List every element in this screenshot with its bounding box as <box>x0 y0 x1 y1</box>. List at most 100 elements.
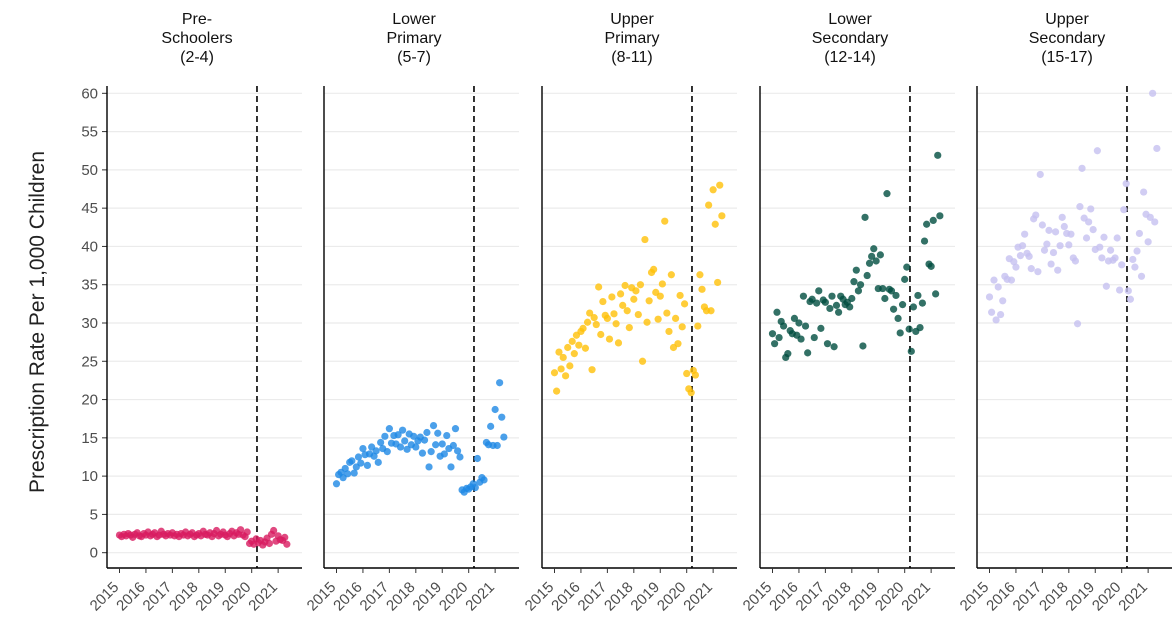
panel-title-line: Secondary <box>812 30 889 47</box>
y-tick-label: 5 <box>90 506 98 523</box>
data-point <box>372 447 380 455</box>
data-point <box>1140 188 1148 196</box>
panel-title: Upper Secondary (15-17) <box>1029 11 1106 66</box>
data-point <box>590 314 598 322</box>
x-tick-label: 2021 <box>898 579 934 615</box>
data-point <box>817 324 825 332</box>
data-point <box>612 320 620 328</box>
data-point <box>1012 263 1020 271</box>
data-point <box>385 425 393 433</box>
data-point <box>990 276 998 284</box>
data-point <box>909 303 918 311</box>
data-point <box>1115 286 1124 294</box>
panel-5: Upper Secondary (15-17) 2015201620172018201… <box>957 11 1172 614</box>
data-point <box>583 318 592 326</box>
data-point <box>410 432 418 440</box>
data-point <box>929 216 937 225</box>
data-point <box>493 441 501 450</box>
data-point <box>716 181 724 189</box>
data-point <box>561 372 570 380</box>
data-point <box>667 271 675 279</box>
data-point <box>992 316 1000 324</box>
data-point <box>916 323 924 332</box>
data-point <box>863 271 871 280</box>
data-point <box>813 299 821 307</box>
data-point <box>861 213 869 221</box>
data-point <box>898 301 907 309</box>
panel-3: Upper Primary (8-11)2015201620172018201920… <box>522 11 737 614</box>
data-point <box>471 484 479 492</box>
x-tick-label: 2021 <box>680 579 716 615</box>
x-tick-label: 2019 <box>409 579 445 615</box>
data-point <box>894 314 902 323</box>
data-point <box>557 365 565 373</box>
data-point <box>498 413 506 421</box>
data-point <box>797 335 805 343</box>
data-point <box>687 389 695 397</box>
data-point <box>621 281 629 290</box>
data-point <box>1133 247 1141 255</box>
data-point <box>830 343 838 351</box>
x-tick-label: 2017 <box>357 579 393 615</box>
data-point <box>1087 205 1095 213</box>
data-point <box>887 287 896 295</box>
data-point <box>834 308 843 316</box>
data-point <box>671 314 680 323</box>
y-tick-label: 55 <box>81 124 98 141</box>
data-point <box>1082 234 1091 242</box>
data-point <box>914 291 922 300</box>
panel-title-line: Primary <box>386 30 441 47</box>
data-point <box>1102 282 1110 290</box>
data-point <box>1144 238 1152 246</box>
data-point <box>1153 144 1161 153</box>
panel-title-line: Secondary <box>1029 30 1106 47</box>
data-point <box>804 349 812 357</box>
x-tick-label: 2021 <box>1115 579 1151 615</box>
data-point <box>876 251 884 259</box>
data-point <box>605 335 614 343</box>
panel-1: Pre-Schoolers (2-4)2015201620172018201920… <box>87 11 302 614</box>
data-point <box>691 371 700 379</box>
data-point <box>694 322 702 330</box>
data-point <box>905 325 913 333</box>
x-tick-label: 2019 <box>845 579 881 615</box>
data-point <box>496 379 504 387</box>
x-tick-label: 2018 <box>819 579 855 615</box>
data-point <box>1124 287 1132 295</box>
x-tick-label: 2018 <box>1036 579 1072 615</box>
y-tick-label: 40 <box>81 238 98 255</box>
data-point <box>374 458 382 466</box>
data-point <box>610 310 618 318</box>
data-point <box>826 304 834 313</box>
data-point <box>427 448 435 456</box>
data-point <box>354 453 363 461</box>
data-point <box>623 307 631 315</box>
data-point <box>383 448 391 456</box>
data-point <box>403 445 411 453</box>
data-point <box>350 469 358 477</box>
data-point <box>480 476 488 484</box>
data-point <box>1071 257 1080 265</box>
data-point <box>420 436 429 444</box>
y-tick-label: 45 <box>81 200 98 217</box>
x-tick-label: 2015 <box>522 579 558 615</box>
data-point <box>1106 246 1115 254</box>
data-point <box>359 444 367 453</box>
data-point <box>870 245 878 253</box>
data-point <box>566 362 574 370</box>
data-point <box>396 443 405 451</box>
data-point <box>1089 225 1097 234</box>
data-point <box>616 290 625 298</box>
data-point <box>487 422 495 430</box>
data-point <box>638 357 647 365</box>
data-point <box>828 292 836 300</box>
x-tick-label: 2016 <box>766 579 802 615</box>
data-point <box>865 259 874 267</box>
panel-title-line: Lower <box>392 11 436 28</box>
data-point <box>1032 211 1040 219</box>
data-point <box>592 320 600 329</box>
data-point <box>920 237 929 245</box>
panel-title-line: (2-4) <box>180 49 214 66</box>
data-point <box>603 314 611 323</box>
data-point <box>348 457 356 465</box>
